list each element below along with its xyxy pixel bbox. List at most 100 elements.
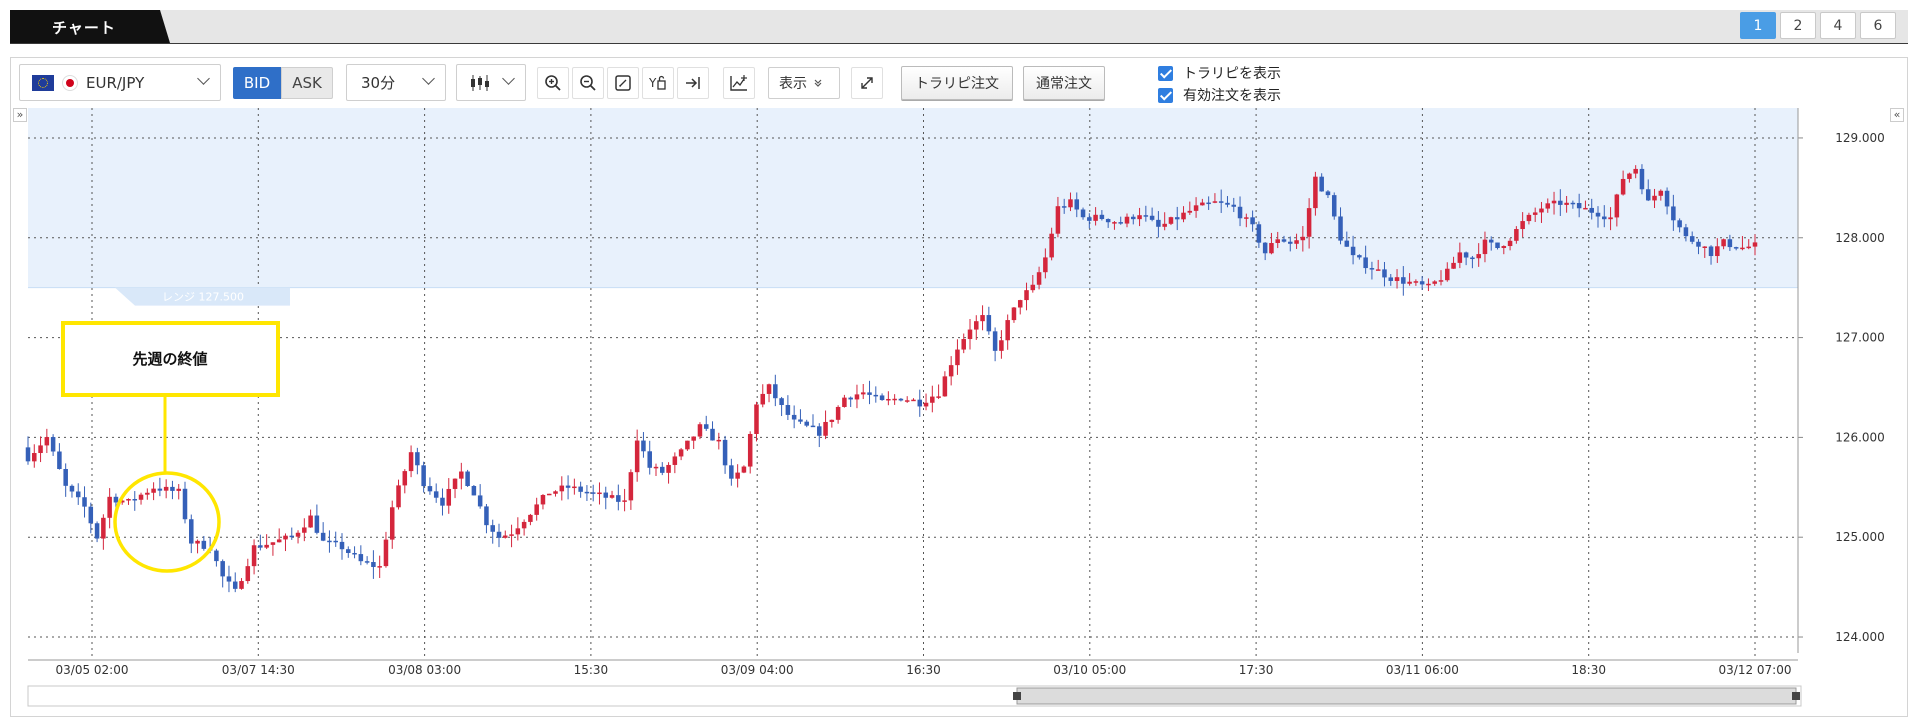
candle-up	[842, 397, 847, 407]
last-week-close-annotation: 先週の終値	[61, 321, 280, 573]
auto-scale-icon[interactable]: Y	[642, 67, 674, 99]
expand-left-icon[interactable]: »	[13, 108, 27, 122]
candle-down	[1463, 252, 1469, 258]
candle-down	[779, 398, 784, 406]
candle-down	[1118, 222, 1123, 224]
candle-down	[1206, 202, 1211, 205]
candle-down	[1589, 207, 1594, 213]
range-label: レンジ 127.500	[162, 291, 244, 304]
candle-up	[691, 436, 696, 441]
layout-button-4[interactable]: 4	[1820, 12, 1856, 39]
candle-up	[459, 471, 464, 479]
candle-down	[471, 486, 477, 496]
candle-up	[308, 515, 313, 528]
candle-down	[1143, 215, 1149, 217]
candle-up	[1526, 214, 1532, 222]
candle-up	[452, 478, 458, 489]
candle-down	[1664, 190, 1670, 207]
currency-pair-select[interactable]: EUR/JPY	[19, 64, 221, 101]
candle-up	[1275, 239, 1280, 244]
candle-down	[1558, 200, 1563, 205]
candle-up	[835, 406, 841, 420]
candle-down	[1677, 220, 1682, 228]
normal-order-button[interactable]: 通常注文	[1023, 66, 1105, 100]
candle-up	[1426, 283, 1431, 286]
x-tick-label: 16:30	[906, 663, 941, 677]
candle-up	[151, 488, 156, 493]
candle-up	[930, 396, 935, 403]
candle-down	[590, 492, 596, 494]
candle-down	[917, 399, 923, 407]
show-orders-checkbox[interactable]: 有効注文を表示	[1158, 84, 1281, 106]
candle-down	[1696, 241, 1701, 247]
collapse-right-icon[interactable]: «	[1890, 108, 1904, 122]
candle-down	[879, 395, 885, 401]
candle-down	[1576, 203, 1582, 209]
time-scrollbar[interactable]	[27, 685, 1802, 707]
candle-up	[283, 535, 288, 540]
title-bar: チャート 1 2 4 6	[10, 10, 1908, 44]
candle-up	[1181, 212, 1186, 220]
candle-up	[176, 488, 181, 491]
candle-down	[1570, 202, 1576, 205]
candle-down	[810, 425, 816, 428]
layout-button-6[interactable]: 6	[1860, 12, 1896, 39]
candle-down	[69, 485, 75, 492]
fullscreen-icon[interactable]	[851, 67, 883, 99]
bid-ask-toggle: BID ASK	[233, 67, 333, 99]
candle-down	[1131, 216, 1136, 220]
zoom-out-icon[interactable]	[572, 67, 604, 99]
candle-down	[603, 492, 609, 498]
candle-down	[94, 523, 100, 539]
candle-down	[157, 488, 163, 491]
candle-up	[1514, 229, 1519, 241]
layout-button-2[interactable]: 2	[1780, 12, 1816, 39]
candle-down	[415, 452, 420, 466]
candle-up	[1200, 202, 1205, 206]
candle-down	[578, 486, 583, 492]
candle-up	[1608, 217, 1613, 220]
x-tick-label: 18:30	[1571, 663, 1606, 677]
trap-order-button[interactable]: トラリピ注文	[901, 66, 1013, 100]
candle-down	[465, 471, 470, 487]
show-trap-checkbox[interactable]: トラリピを表示	[1158, 62, 1281, 84]
fit-screen-icon[interactable]	[607, 67, 639, 99]
candle-up	[1162, 223, 1167, 227]
display-menu-button[interactable]: 表示	[768, 67, 840, 99]
candle-down	[1470, 257, 1475, 260]
candle-up	[1093, 214, 1098, 221]
candle-up	[32, 453, 37, 462]
candle-down	[50, 437, 56, 452]
candle-up	[1124, 216, 1130, 224]
display-options: トラリピを表示 有効注文を表示	[1158, 62, 1281, 106]
candle-up	[653, 466, 659, 469]
candle-up	[408, 452, 414, 472]
period-select[interactable]: 30分	[346, 64, 446, 101]
candle-up	[597, 492, 602, 495]
zoom-in-icon[interactable]	[537, 67, 569, 99]
ask-button[interactable]: ASK	[281, 67, 333, 99]
tab-chart[interactable]: チャート	[10, 10, 170, 43]
bid-button[interactable]: BID	[233, 67, 281, 99]
candle-up	[38, 445, 43, 454]
candle-up	[1187, 210, 1193, 213]
candle-up	[1438, 280, 1444, 282]
jump-to-latest-icon[interactable]	[677, 67, 709, 99]
candle-down	[804, 421, 809, 426]
candle-down	[226, 576, 232, 582]
candle-down	[427, 486, 433, 492]
candle-down	[817, 426, 822, 436]
candle-up	[163, 486, 169, 491]
candle-down	[63, 469, 68, 486]
candle-up	[766, 384, 772, 394]
candle-down	[1363, 257, 1368, 269]
candle-up	[955, 349, 960, 366]
add-indicator-icon[interactable]	[723, 67, 755, 99]
chart-type-select[interactable]	[456, 64, 526, 101]
candle-down	[182, 488, 188, 520]
candle-down	[1237, 206, 1243, 219]
checkbox-checked-icon	[1158, 87, 1173, 103]
layout-button-1[interactable]: 1	[1740, 12, 1776, 39]
candle-up	[1306, 208, 1312, 237]
